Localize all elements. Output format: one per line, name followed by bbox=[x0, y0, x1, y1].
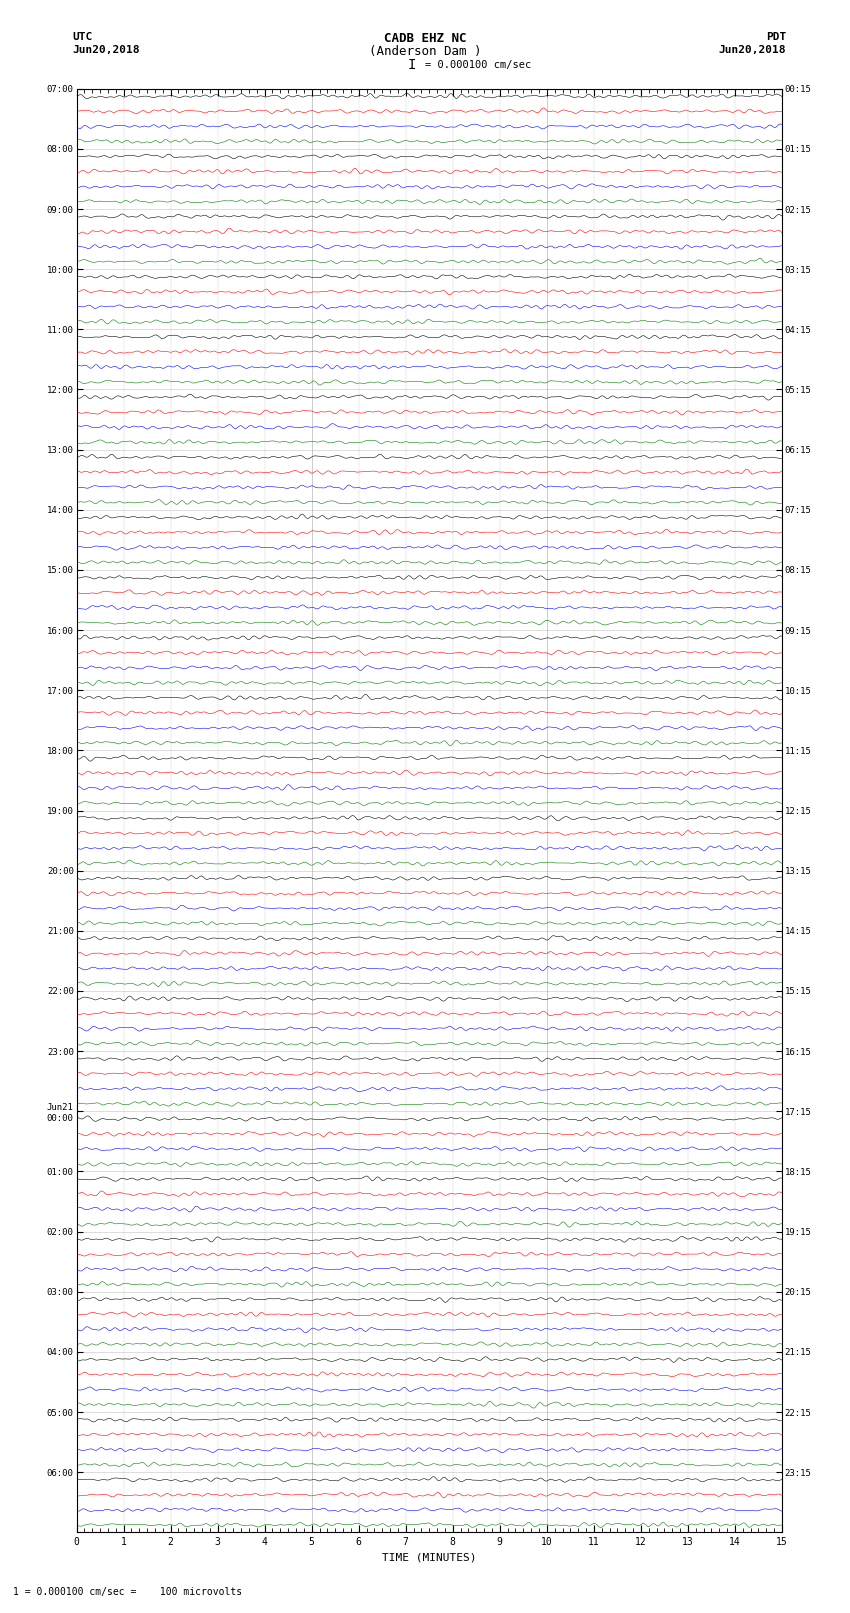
Text: UTC: UTC bbox=[72, 32, 93, 42]
Text: PDT: PDT bbox=[766, 32, 786, 42]
Text: Jun20,2018: Jun20,2018 bbox=[72, 45, 139, 55]
Text: Jun20,2018: Jun20,2018 bbox=[719, 45, 786, 55]
Text: I: I bbox=[408, 58, 416, 73]
Text: CADB EHZ NC: CADB EHZ NC bbox=[383, 32, 467, 45]
Text: = 0.000100 cm/sec: = 0.000100 cm/sec bbox=[425, 60, 531, 69]
X-axis label: TIME (MINUTES): TIME (MINUTES) bbox=[382, 1553, 477, 1563]
Text: (Anderson Dam ): (Anderson Dam ) bbox=[369, 45, 481, 58]
Text: 1 = 0.000100 cm/sec =    100 microvolts: 1 = 0.000100 cm/sec = 100 microvolts bbox=[13, 1587, 242, 1597]
